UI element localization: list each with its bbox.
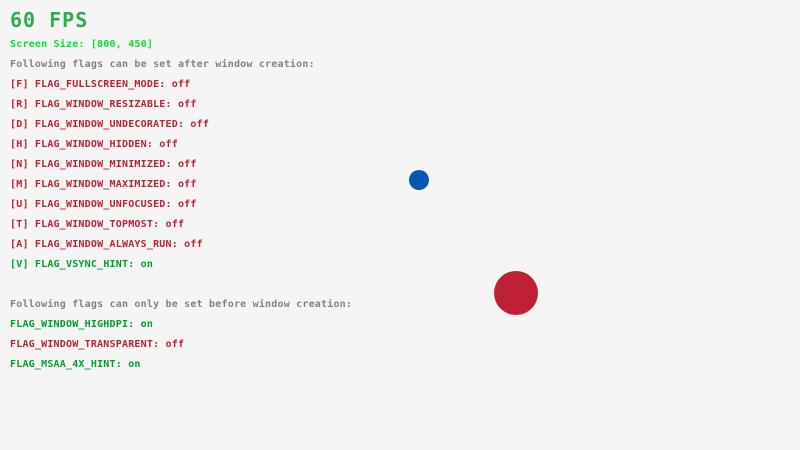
flag-status-line: [U] FLAG_WINDOW_UNFOCUSED: off (10, 199, 197, 210)
flag-status-line: FLAG_WINDOW_TRANSPARENT: off (10, 339, 185, 350)
flag-status-line: [A] FLAG_WINDOW_ALWAYS_RUN: off (10, 239, 203, 250)
flag-status-line: [F] FLAG_FULLSCREEN_MODE: off (10, 79, 191, 90)
screen-size-label: Screen Size: [800, 450] (10, 39, 154, 50)
flag-status-line: FLAG_MSAA_4X_HINT: on (10, 359, 141, 370)
red-ball (494, 271, 538, 315)
flag-status-line: [V] FLAG_VSYNC_HINT: on (10, 259, 154, 270)
flag-status-line: [N] FLAG_WINDOW_MINIMIZED: off (10, 159, 197, 170)
flag-status-line: [R] FLAG_WINDOW_RESIZABLE: off (10, 99, 197, 110)
section-header-before-creation: Following flags can only be set before w… (10, 299, 353, 310)
flag-status-line: [D] FLAG_WINDOW_UNDECORATED: off (10, 119, 210, 130)
section-header-after-creation: Following flags can be set after window … (10, 59, 315, 70)
flag-status-line: [H] FLAG_WINDOW_HIDDEN: off (10, 139, 178, 150)
fps-counter: 60 FPS (10, 8, 89, 32)
flag-status-line: [M] FLAG_WINDOW_MAXIMIZED: off (10, 179, 197, 190)
flag-status-line: [T] FLAG_WINDOW_TOPMOST: off (10, 219, 185, 230)
blue-ball (409, 170, 429, 190)
flag-status-line: FLAG_WINDOW_HIGHDPI: on (10, 319, 154, 330)
